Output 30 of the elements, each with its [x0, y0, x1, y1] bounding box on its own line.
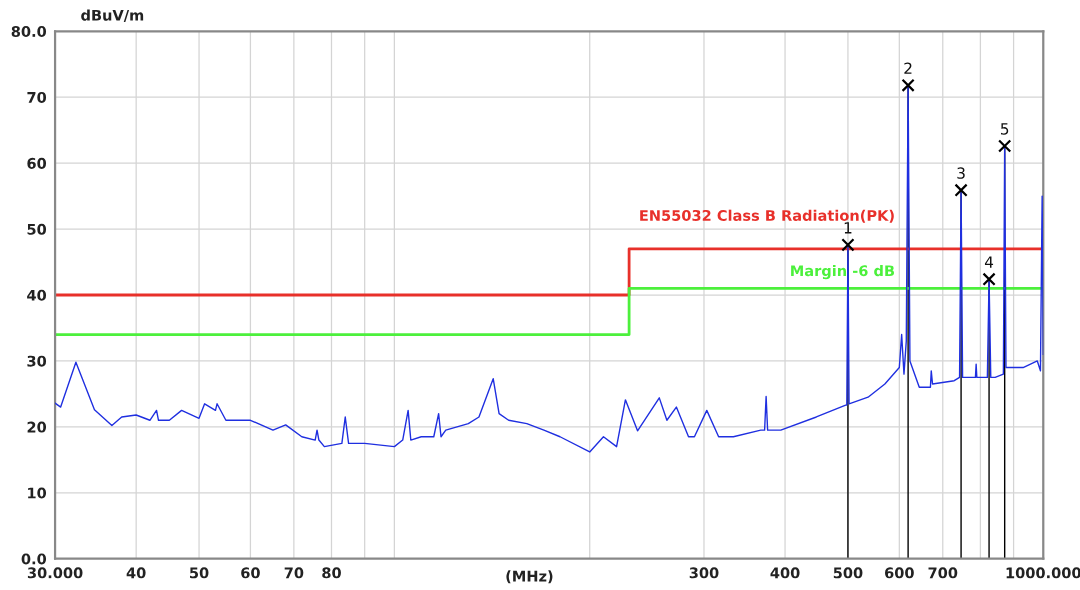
y-tick-label: 70 — [27, 91, 47, 103]
annotation: 5 — [1001, 123, 1009, 135]
x-tick-label: 500 — [833, 567, 863, 579]
y-tick-label: 60 — [27, 157, 47, 169]
y-tick-label: 20 — [27, 421, 47, 433]
x-tick-label: 1000.000 — [1006, 567, 1080, 579]
series-label: EN55032 Class B Radiation(PK) — [640, 209, 894, 223]
x-tick-label: 300 — [689, 567, 719, 579]
x-tick-label: 600 — [885, 567, 914, 579]
y-tick-label: 0.0 — [21, 553, 47, 565]
x-tick-label: 700 — [928, 567, 958, 579]
y-tick-label: 10 — [28, 487, 47, 499]
y-axis-title: dBuV/m — [81, 9, 144, 22]
y-tick-label: 80.0 — [11, 25, 47, 38]
annotation: 2 — [904, 62, 912, 74]
x-tick-label: 40 — [126, 567, 146, 579]
y-tick-label: 50 — [27, 223, 47, 235]
y-tick-label: 30 — [27, 355, 47, 367]
annotation: 4 — [984, 256, 994, 268]
y-tick-label: 40 — [27, 289, 47, 301]
series-label: Margin -6 dB — [791, 264, 895, 280]
x-tick-label: 30.000 — [27, 567, 83, 579]
annotation: 1 — [844, 222, 852, 234]
x-tick-label: 400 — [770, 567, 800, 579]
x-tick-label: 80 — [322, 567, 341, 579]
x-tick-label: 60 — [241, 567, 260, 579]
x-tick-label: 50 — [190, 567, 209, 579]
x-axis-title: (MHz) — [506, 570, 553, 584]
annotation: 3 — [957, 167, 965, 179]
x-tick-label: 70 — [284, 567, 304, 579]
